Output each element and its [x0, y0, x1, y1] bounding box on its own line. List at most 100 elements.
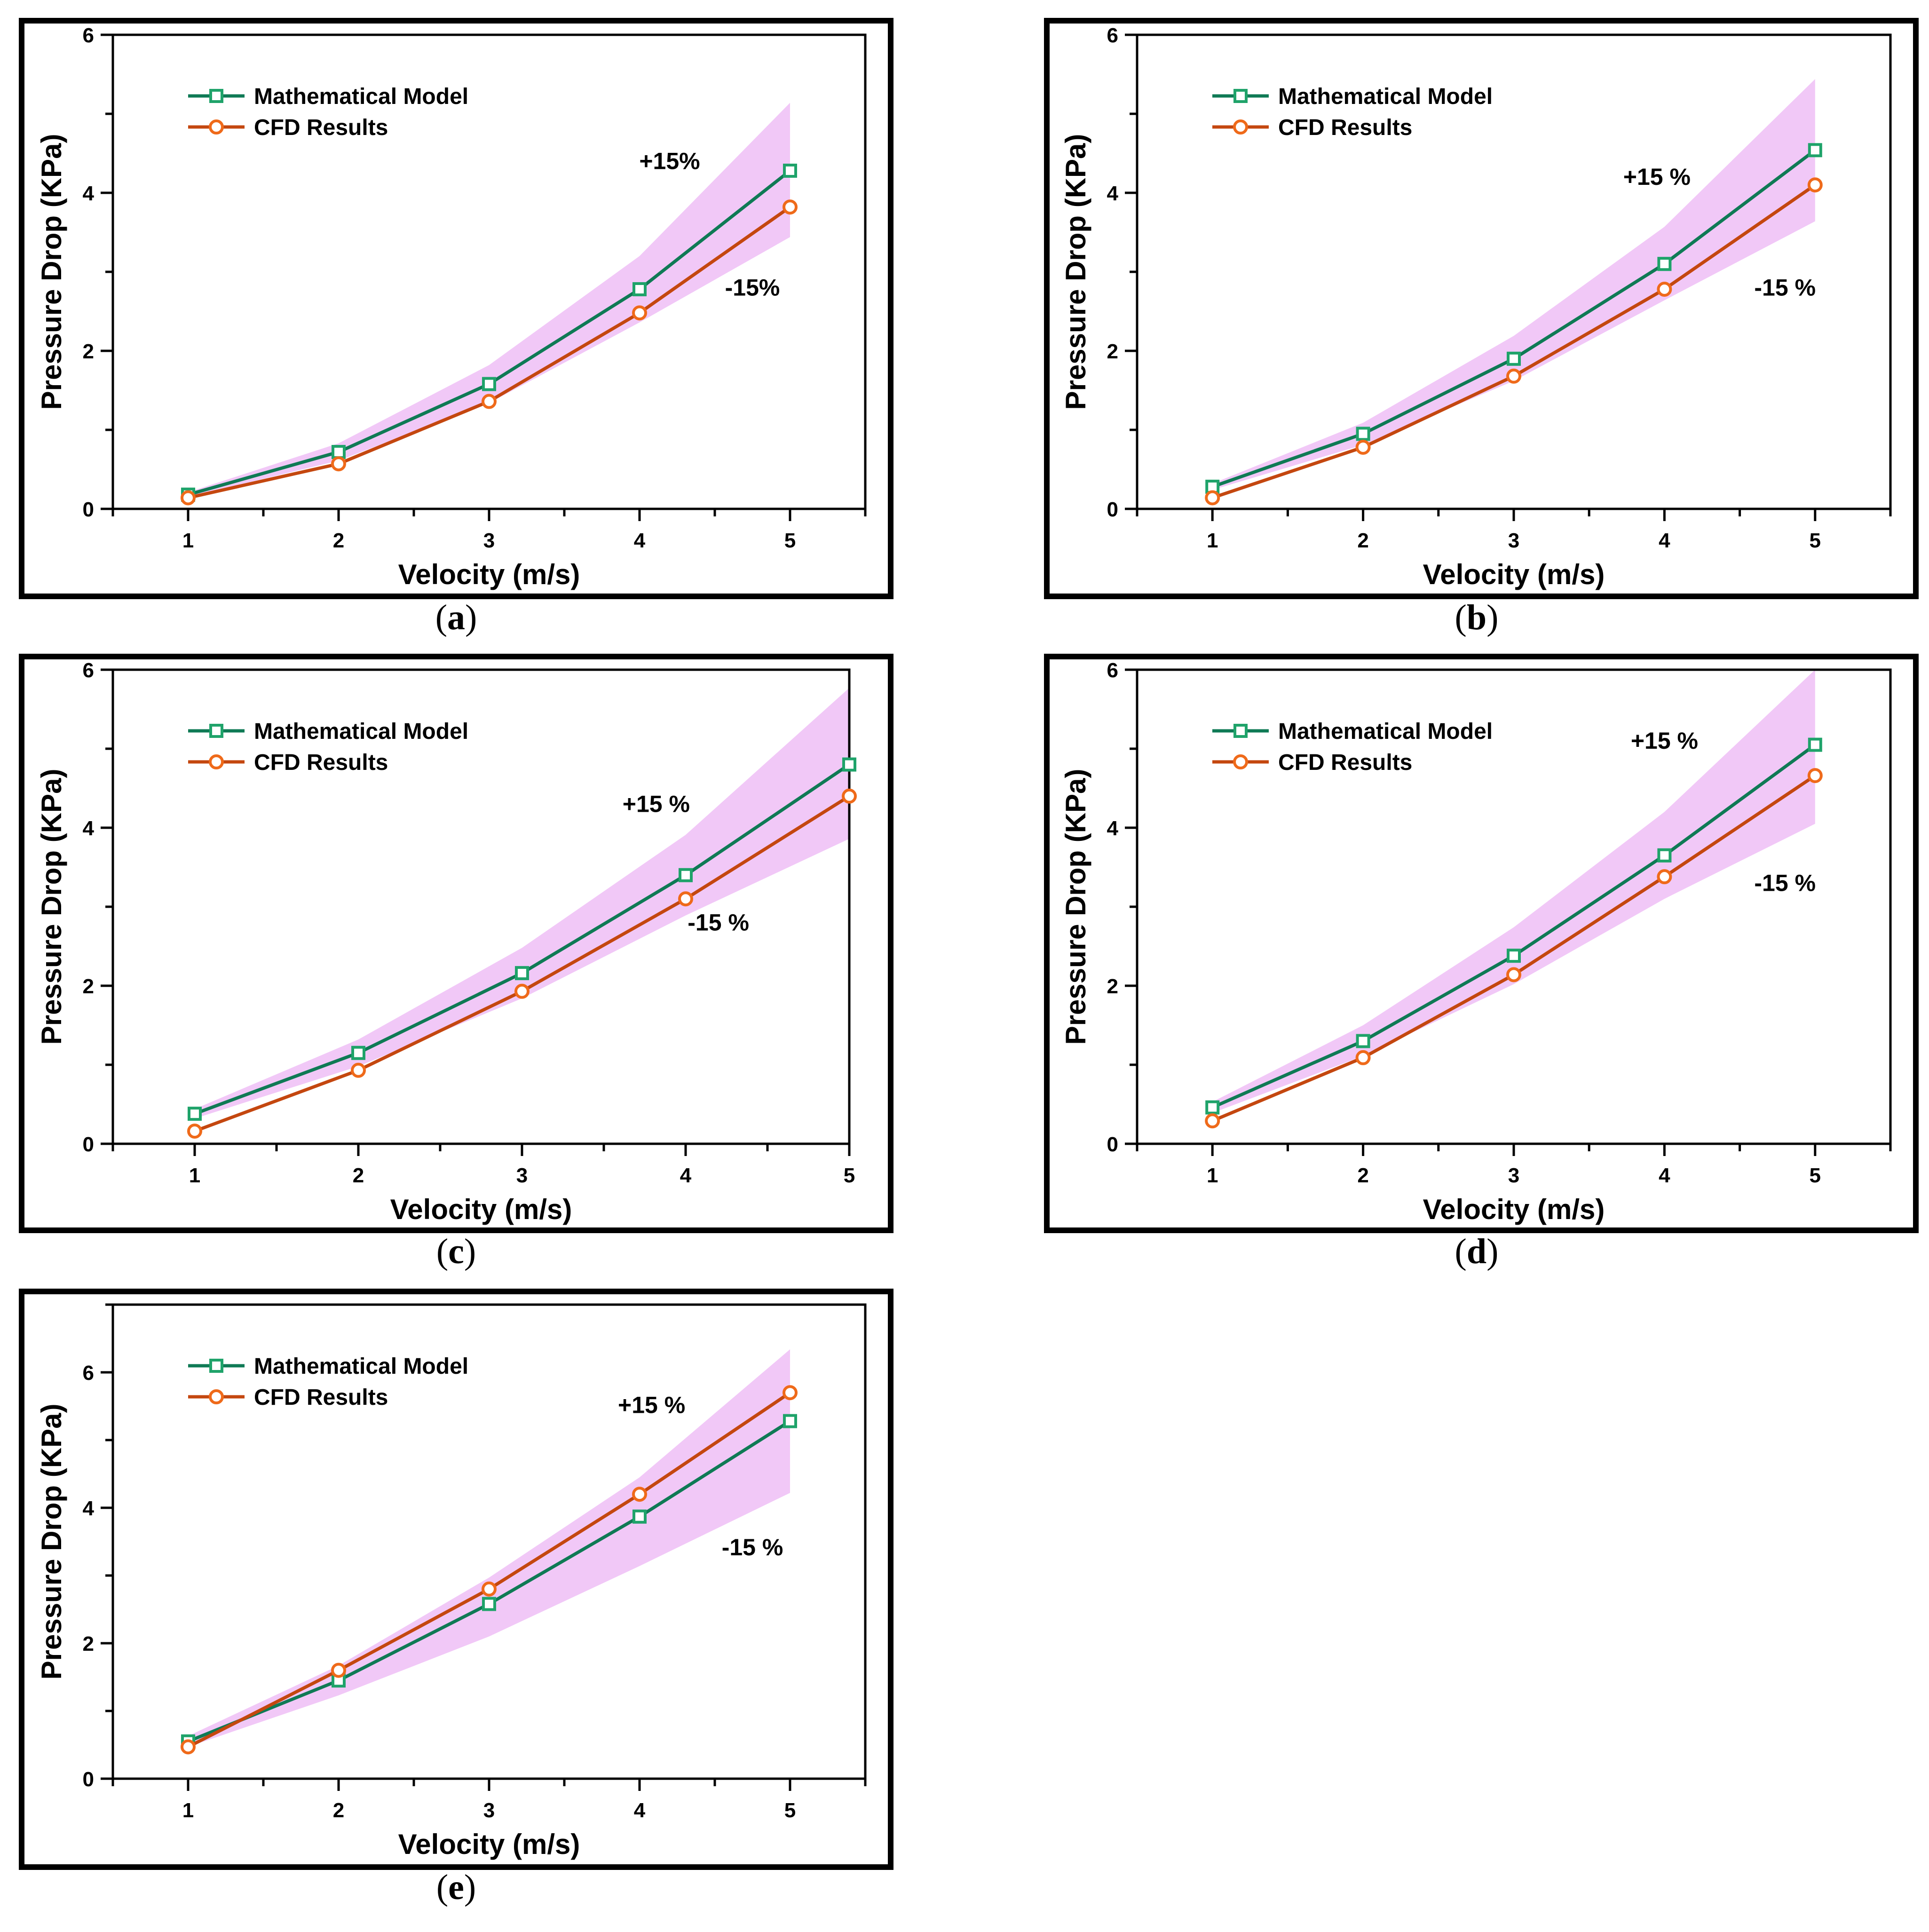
model-point [188, 1107, 202, 1121]
cfd-point [181, 490, 196, 506]
panel-caption-a: (a) [435, 598, 477, 637]
lower-band-label: -15 % [1754, 274, 1816, 301]
x-tick-label: 3 [483, 529, 495, 552]
chart-panel-c: 1 2 3 4 5 0 2 4 6 Velocity (m/s) Pressure Drop (KP… [36, 659, 857, 1225]
x-tick-label: 2 [1357, 1164, 1368, 1187]
y-tick-label: 2 [83, 1632, 94, 1655]
panel-frame-c [19, 654, 893, 1233]
panel-caption-letter: b [1466, 598, 1487, 637]
panel-caption-letter: c [448, 1232, 464, 1271]
legend-label: CFD Results [1278, 115, 1412, 140]
y-tick-label: 0 [83, 1133, 94, 1156]
chart-panel-b: 1 2 3 4 5 0 2 4 6 Velocity (m/s) Pressure Drop (KP… [1060, 24, 1892, 590]
x-tick-label: 3 [516, 1164, 528, 1187]
y-axis-title: Pressure Drop (KPa) [36, 1404, 67, 1680]
y-tick-label: 0 [83, 1768, 94, 1791]
cfd-point [181, 1739, 196, 1755]
y-tick-label: 6 [1107, 24, 1118, 47]
y-tick-label: 6 [83, 1362, 94, 1385]
cfd-point [632, 1487, 647, 1502]
cfd-point [1506, 368, 1521, 384]
plot-area-border [111, 33, 867, 510]
x-tick-label: 5 [784, 1799, 796, 1822]
x-axis-title: Velocity (m/s) [390, 1194, 572, 1225]
x-axis-title: Velocity (m/s) [1423, 559, 1605, 590]
model-point [783, 163, 797, 178]
model-point [679, 868, 693, 882]
cfd-point [1355, 439, 1371, 455]
model-point [1657, 257, 1672, 271]
model-point [1507, 949, 1521, 963]
x-tick-label: 4 [680, 1164, 692, 1187]
plot-area-border [1136, 33, 1892, 510]
upper-band-label: +15 % [1623, 164, 1691, 190]
legend-label: Mathematical Model [254, 719, 468, 744]
x-tick-label: 5 [1810, 529, 1821, 552]
x-tick-label: 3 [1508, 1164, 1519, 1187]
legend-square-marker [1233, 89, 1248, 103]
x-tick-label: 3 [1508, 529, 1519, 552]
x-axis-title: Velocity (m/s) [1423, 1194, 1605, 1225]
legend-label: CFD Results [1278, 750, 1412, 775]
legend-square-marker [209, 1359, 223, 1373]
x-tick-label: 4 [634, 529, 646, 552]
panel-caption-d: (d) [1455, 1232, 1499, 1271]
legend-circle-marker [1233, 754, 1248, 769]
lower-band-label: -15% [725, 274, 780, 301]
cfd-point [783, 1385, 798, 1401]
legend-label: Mathematical Model [254, 1354, 468, 1379]
panel-caption-c: (c) [436, 1232, 476, 1271]
model-point [1205, 1100, 1220, 1115]
x-tick-label: 2 [1357, 529, 1368, 552]
model-point [332, 445, 346, 459]
y-tick-label: 4 [83, 1497, 95, 1520]
model-point [783, 1414, 797, 1428]
legend-circle-marker [209, 1389, 224, 1404]
error-band [188, 1349, 790, 1747]
y-tick-label: 6 [83, 659, 94, 682]
y-tick-label: 2 [1107, 975, 1118, 998]
cfd-point [331, 1663, 346, 1678]
cfd-point [514, 983, 530, 999]
legend-label: Mathematical Model [254, 84, 468, 109]
lower-band-label: -15 % [1754, 870, 1816, 896]
model-point [632, 1509, 647, 1524]
x-tick-label: 4 [1659, 529, 1670, 552]
y-axis-title: Pressure Drop (KPa) [1060, 769, 1091, 1045]
y-tick-label: 0 [83, 498, 94, 521]
chart-panel-e: 1 2 3 4 5 0 2 4 6 Velocity (m/s) Pressure Drop (KP… [36, 1303, 867, 1860]
y-tick-label: 4 [1107, 182, 1119, 205]
y-tick-label: 4 [83, 817, 95, 840]
panel-caption-b: (b) [1455, 598, 1499, 637]
model-point [1356, 427, 1370, 441]
legend-square-marker [1233, 724, 1248, 738]
upper-band-label: +15 % [1631, 728, 1698, 754]
chart-panel-d: 1 2 3 4 5 0 2 4 6 Velocity (m/s) Pressure Drop (KP… [1060, 659, 1892, 1225]
panel-frame-b [1044, 18, 1919, 599]
model-point [842, 757, 856, 772]
x-tick-label: 3 [483, 1799, 495, 1822]
legend-label: Mathematical Model [1278, 719, 1493, 744]
x-tick-label: 2 [333, 1799, 344, 1822]
legend-square-marker [209, 724, 223, 738]
model-point [632, 282, 647, 296]
cfd-point [1506, 967, 1521, 982]
y-axis-title: Pressure Drop (KPa) [1060, 134, 1091, 410]
panel-caption-letter: a [447, 598, 465, 637]
y-axis-title: Pressure Drop (KPa) [36, 769, 67, 1045]
upper-band-label: +15% [639, 148, 700, 174]
legend-label: CFD Results [254, 750, 388, 775]
cfd-point [1807, 768, 1823, 784]
cfd-point [351, 1062, 366, 1078]
x-tick-label: 5 [784, 529, 796, 552]
upper-band-label: +15 % [618, 1392, 685, 1418]
model-point [515, 966, 529, 981]
cfd-point [842, 788, 857, 804]
panel-caption-letter: e [448, 1868, 464, 1907]
plot-area-border [111, 668, 851, 1145]
x-tick-label: 1 [182, 529, 194, 552]
y-tick-label: 4 [83, 182, 95, 205]
cfd-point [187, 1124, 202, 1139]
legend-circle-marker [1233, 119, 1248, 135]
